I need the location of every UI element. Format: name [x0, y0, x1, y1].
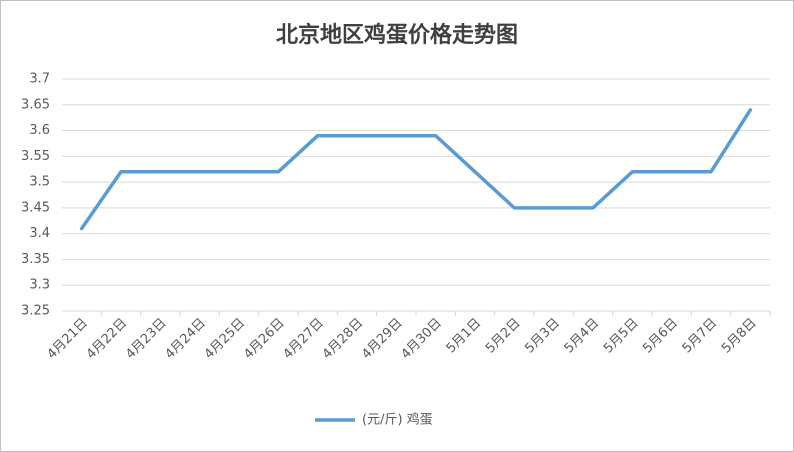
y-tick-label: 3.5 [29, 175, 50, 190]
y-tick-label: 3.35 [21, 252, 50, 267]
chart-title: 北京地区鸡蛋价格走势图 [276, 22, 518, 48]
line [79, 108, 753, 231]
y-tick-label: 3.4 [29, 226, 50, 241]
y-tick-label: 3.25 [21, 304, 50, 319]
legend-label: (元/斤) 鸡蛋 [362, 412, 433, 428]
y-tick-label: 3.55 [21, 149, 50, 164]
y-tick-label: 3.7 [29, 72, 50, 87]
y-tick-label: 3.6 [29, 123, 50, 138]
y-tick-label: 3.3 [29, 278, 50, 293]
y-tick-label: 3.45 [21, 200, 50, 215]
y-tick-label: 3.65 [21, 97, 50, 112]
